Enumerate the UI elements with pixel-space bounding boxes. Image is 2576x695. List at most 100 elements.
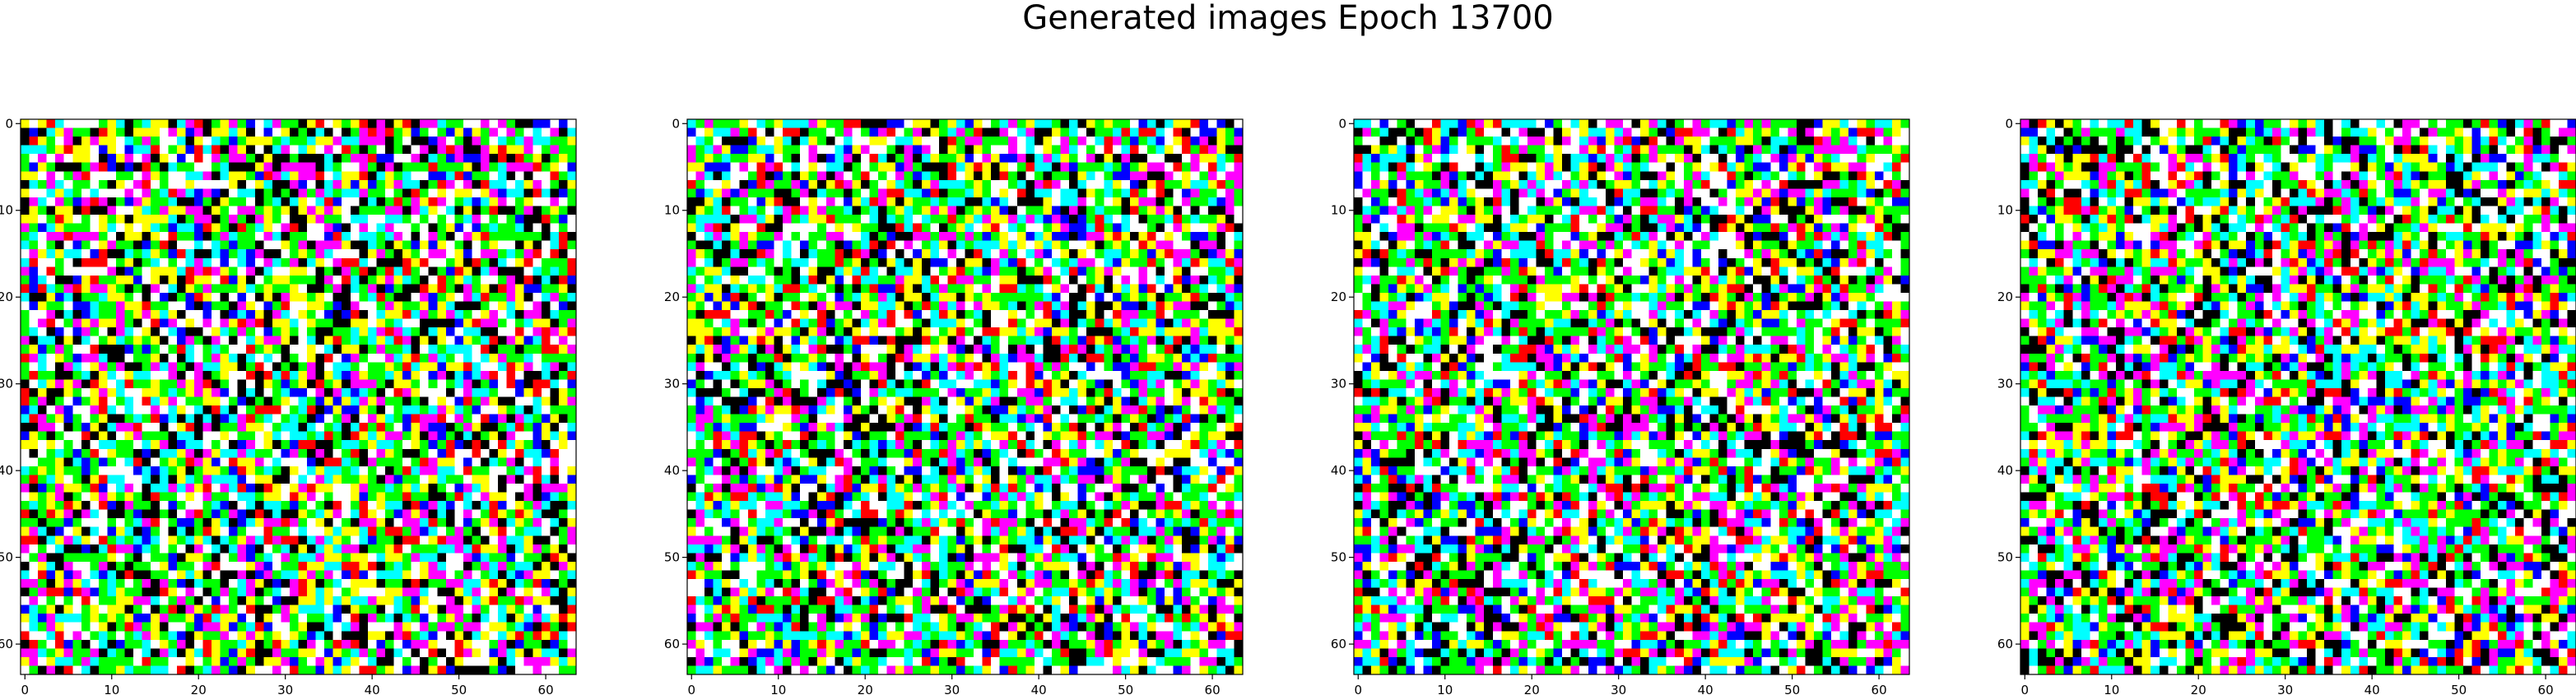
- pixel: [445, 292, 455, 303]
- pixel: [463, 423, 473, 433]
- pixel: [747, 197, 757, 207]
- y-tick-label: 60: [0, 637, 13, 651]
- pixel: [38, 570, 48, 580]
- pixel: [81, 448, 91, 458]
- pixel: [307, 492, 317, 502]
- pixel: [558, 466, 569, 476]
- pixel: [515, 362, 525, 372]
- pixel: [825, 145, 835, 155]
- pixel: [272, 345, 282, 354]
- pixel: [246, 223, 256, 233]
- pixel: [107, 353, 117, 363]
- pixel: [420, 249, 430, 259]
- pixel: [1086, 162, 1096, 172]
- pixel: [1008, 223, 1018, 233]
- pixel: [756, 154, 766, 164]
- pixel: [272, 162, 282, 172]
- pixel: [367, 162, 378, 172]
- pixel: [202, 249, 212, 259]
- pixel: [437, 526, 447, 536]
- pixel: [159, 137, 169, 146]
- pixel: [220, 648, 230, 658]
- pixel: [965, 162, 974, 172]
- pixel: [567, 448, 577, 458]
- pixel: [567, 197, 577, 207]
- pixel: [81, 431, 91, 441]
- pixel: [393, 526, 403, 536]
- pixel: [411, 266, 421, 276]
- pixel: [472, 440, 481, 450]
- pixel: [142, 179, 151, 189]
- pixel: [472, 614, 481, 623]
- pixel: [367, 171, 378, 181]
- pixel: [1095, 188, 1104, 198]
- pixel: [445, 145, 455, 155]
- pixel: [298, 310, 308, 320]
- pixel: [376, 197, 386, 207]
- pixel: [384, 535, 395, 545]
- pixel: [254, 379, 264, 389]
- pixel: [315, 327, 325, 337]
- pixel: [307, 292, 317, 303]
- pixel: [489, 631, 499, 641]
- pixel: [567, 310, 577, 320]
- pixel: [142, 526, 151, 536]
- pixel: [55, 405, 65, 415]
- pixel: [515, 405, 525, 415]
- pixel: [263, 240, 273, 250]
- pixel: [324, 535, 334, 545]
- pixel: [878, 223, 888, 233]
- pixel: [384, 414, 395, 424]
- pixel: [489, 396, 499, 406]
- pixel: [202, 553, 212, 563]
- pixel: [498, 631, 508, 641]
- pixel: [72, 501, 82, 511]
- pixel: [55, 501, 65, 511]
- pixel: [860, 206, 871, 215]
- pixel: [116, 561, 126, 572]
- pixel: [55, 257, 65, 267]
- pixel: [193, 249, 204, 259]
- pixel: [124, 240, 134, 250]
- pixel: [63, 622, 73, 632]
- pixel: [739, 127, 749, 137]
- pixel: [176, 362, 186, 372]
- pixel: [29, 405, 39, 415]
- pixel: [229, 614, 239, 623]
- pixel: [411, 518, 421, 528]
- pixel: [454, 387, 464, 398]
- pixel: [515, 570, 525, 580]
- pixel: [393, 249, 403, 259]
- pixel: [298, 553, 308, 563]
- pixel: [420, 631, 430, 641]
- pixel: [46, 483, 56, 493]
- pixel: [420, 137, 430, 146]
- pixel: [1129, 154, 1140, 164]
- pixel: [472, 292, 481, 303]
- pixel: [254, 440, 264, 450]
- pixel: [817, 127, 827, 137]
- pixel: [81, 387, 91, 398]
- pixel: [567, 492, 577, 502]
- pixel: [1207, 154, 1217, 164]
- pixel: [541, 656, 551, 667]
- pixel: [332, 656, 342, 667]
- pixel: [550, 370, 560, 381]
- pixel: [202, 318, 212, 328]
- pixel: [739, 232, 749, 242]
- pixel: [367, 362, 378, 372]
- pixel: [376, 405, 386, 415]
- pixel: [237, 631, 247, 641]
- pixel: [81, 622, 91, 632]
- pixel: [246, 206, 256, 215]
- pixel: [193, 145, 204, 155]
- pixel: [825, 171, 835, 181]
- pixel: [81, 396, 91, 406]
- pixel: [116, 232, 126, 242]
- pixel: [229, 596, 239, 606]
- pixel: [384, 448, 395, 458]
- pixel: [1207, 215, 1217, 225]
- pixel: [393, 119, 403, 129]
- pixel: [350, 327, 360, 337]
- pixel: [272, 379, 282, 389]
